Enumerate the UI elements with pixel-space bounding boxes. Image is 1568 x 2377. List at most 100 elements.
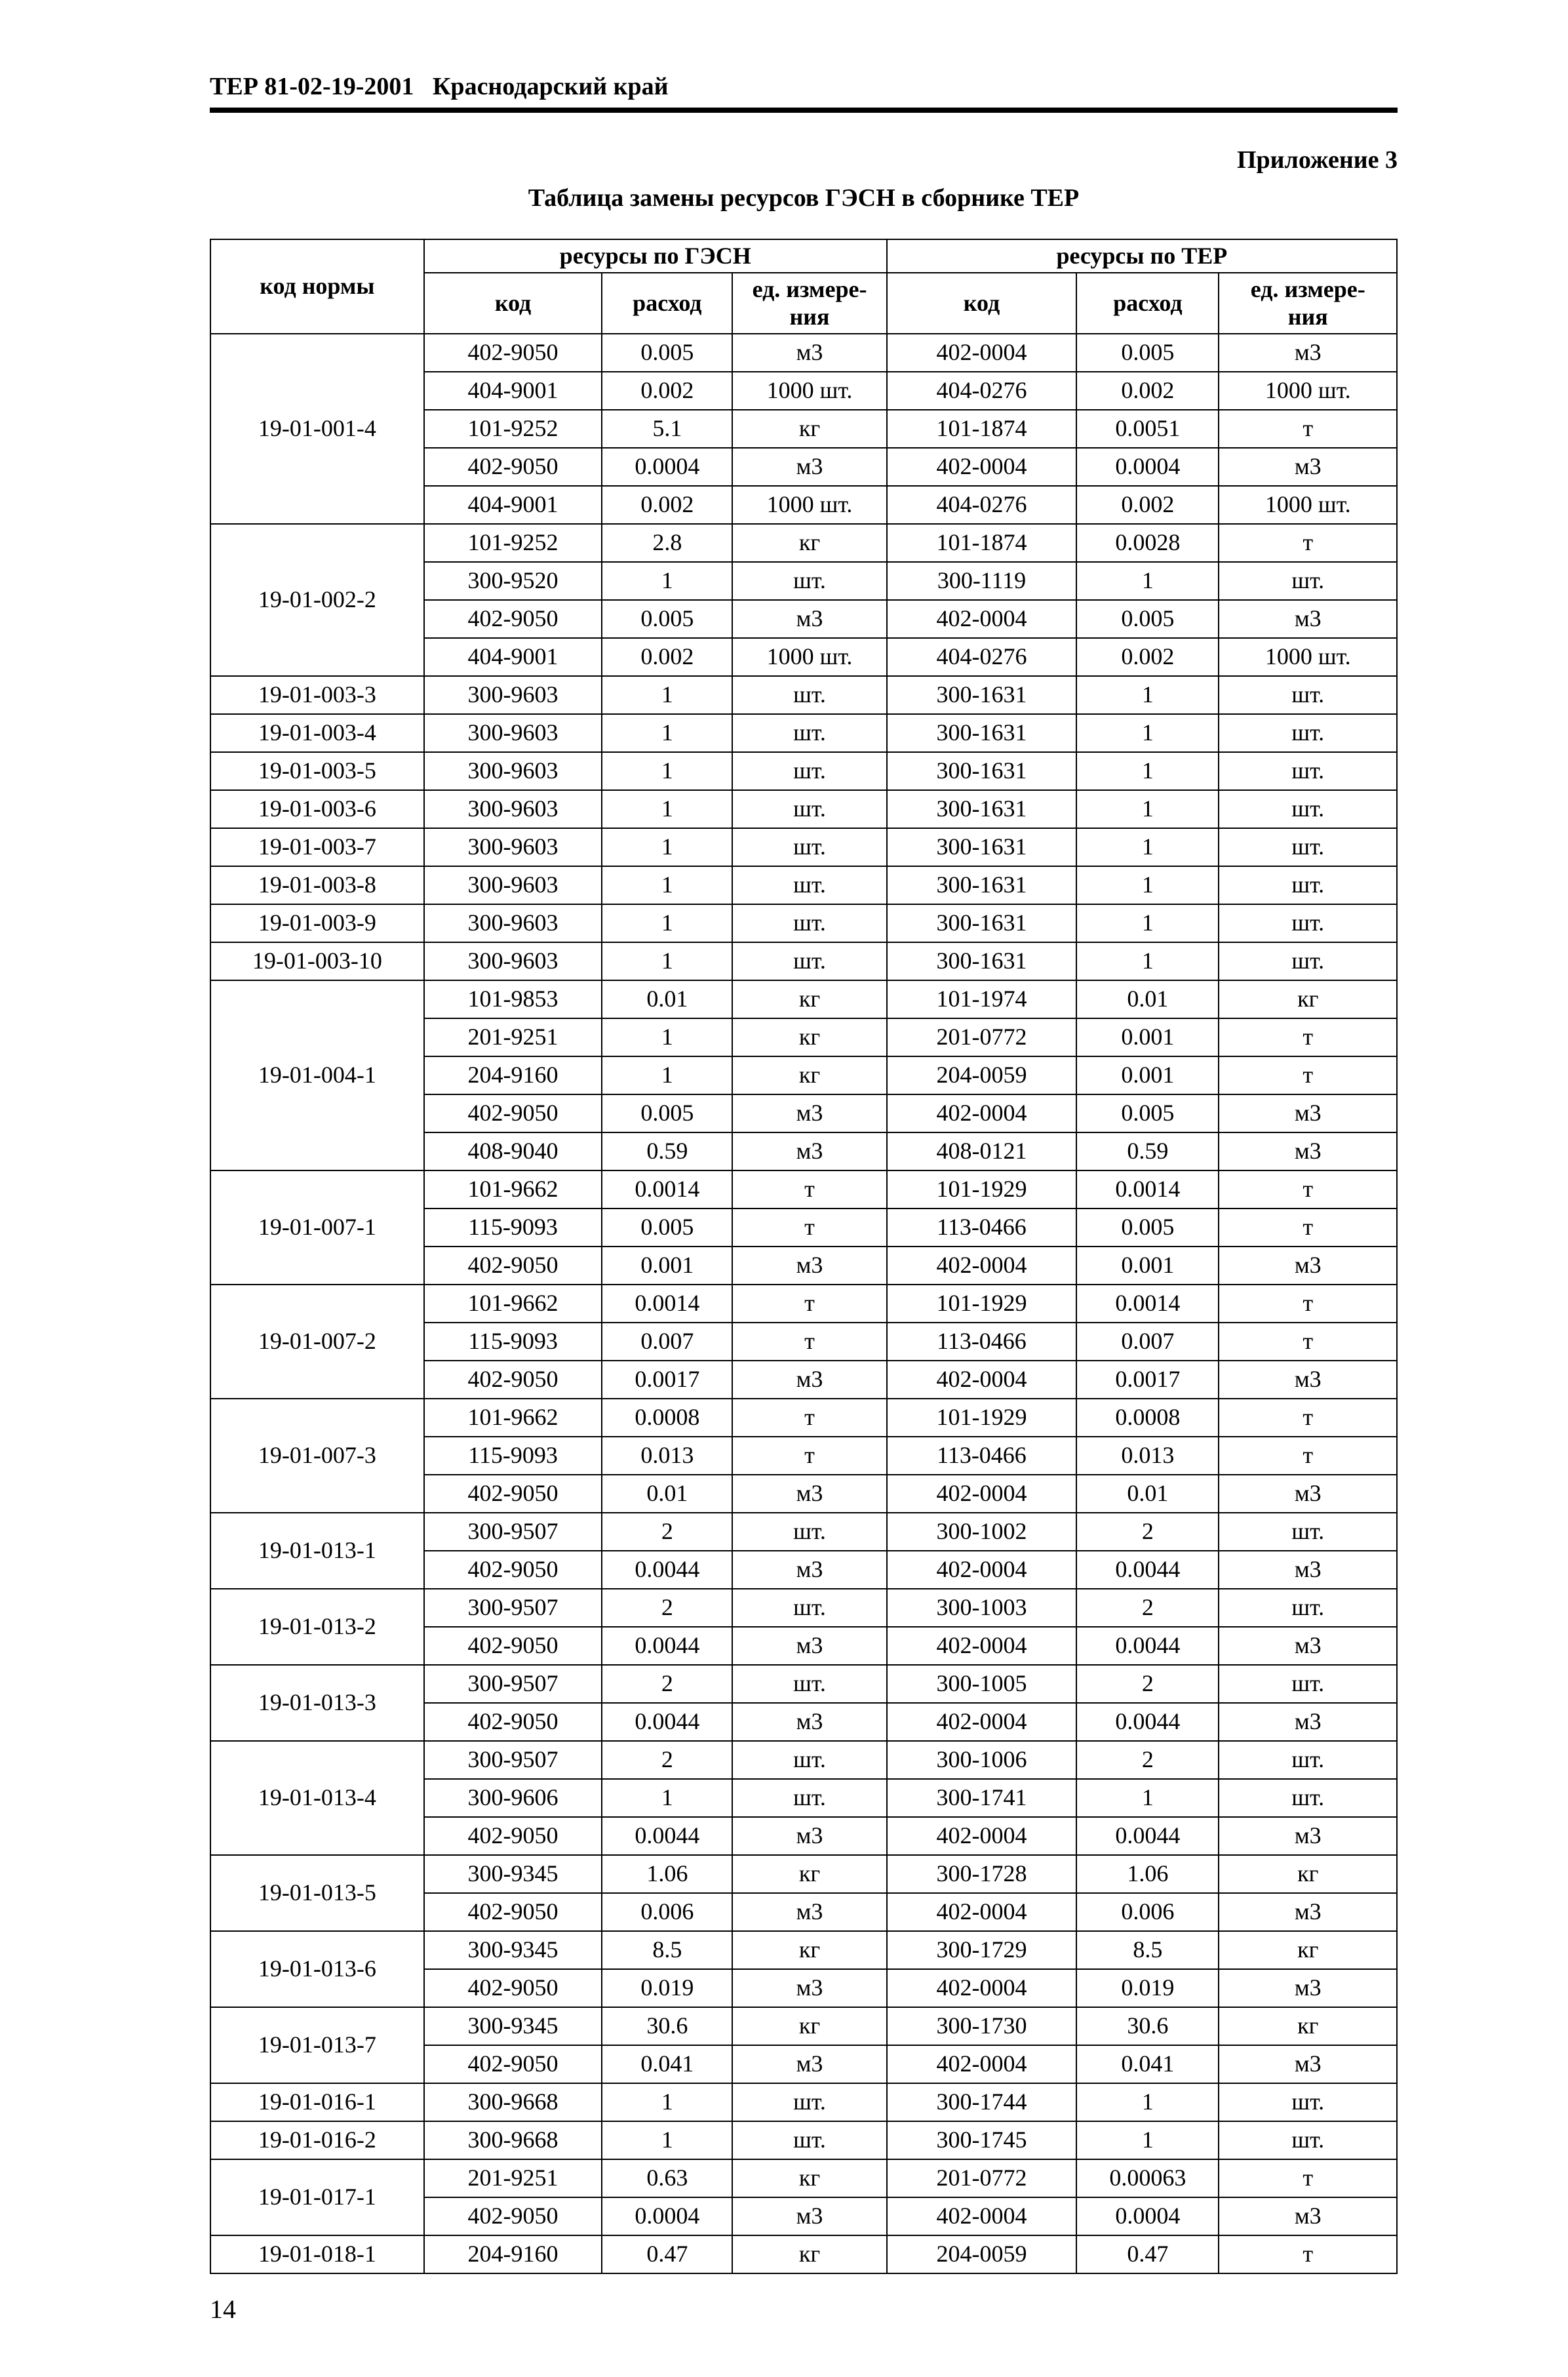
cell-ter-rash: 0.01 <box>1076 1475 1219 1513</box>
cell-ter-rash: 0.019 <box>1076 1969 1219 2007</box>
cell-gesn-unit: т <box>732 1208 886 1247</box>
cell-ter-unit: м3 <box>1219 1247 1397 1285</box>
substitution-table: код нормы ресурсы по ГЭСН ресурсы по ТЕР… <box>210 239 1398 2274</box>
cell-gesn-unit: кг <box>732 1855 886 1893</box>
cell-gesn-rash: 0.005 <box>602 600 732 638</box>
cell-gesn-unit: кг <box>732 2007 886 2045</box>
cell-gesn-rash: 0.01 <box>602 1475 732 1513</box>
cell-ter-unit: м3 <box>1219 2197 1397 2235</box>
table-row: 19-01-004-1101-98530.01кг101-19740.01кг <box>210 980 1397 1018</box>
cell-ter-code: 402-0004 <box>887 1361 1077 1399</box>
cell-gesn-code: 300-9507 <box>424 1513 602 1551</box>
cell-ter-unit: кг <box>1219 1931 1397 1969</box>
cell-gesn-code: 300-9345 <box>424 1855 602 1893</box>
cell-gesn-rash: 0.01 <box>602 980 732 1018</box>
cell-gesn-rash: 0.007 <box>602 1323 732 1361</box>
cell-norm: 19-01-016-2 <box>210 2121 424 2159</box>
cell-gesn-code: 402-9050 <box>424 1247 602 1285</box>
cell-gesn-code: 300-9606 <box>424 1779 602 1817</box>
table-row: 19-01-007-1101-96620.0014т101-19290.0014… <box>210 1170 1397 1208</box>
cell-ter-code: 402-0004 <box>887 1893 1077 1931</box>
cell-gesn-code: 204-9160 <box>424 1056 602 1094</box>
table-head: код нормы ресурсы по ГЭСН ресурсы по ТЕР… <box>210 239 1397 334</box>
cell-gesn-rash: 0.0014 <box>602 1170 732 1208</box>
cell-gesn-unit: шт. <box>732 562 886 600</box>
cell-gesn-unit: т <box>732 1170 886 1208</box>
cell-gesn-code: 300-9668 <box>424 2083 602 2121</box>
cell-gesn-unit: м3 <box>732 1361 886 1399</box>
cell-ter-rash: 0.041 <box>1076 2045 1219 2083</box>
cell-ter-rash: 1 <box>1076 904 1219 942</box>
cell-gesn-unit: шт. <box>732 676 886 714</box>
cell-ter-rash: 0.0004 <box>1076 448 1219 486</box>
cell-gesn-rash: 0.041 <box>602 2045 732 2083</box>
cell-norm: 19-01-018-1 <box>210 2235 424 2273</box>
cell-norm: 19-01-003-10 <box>210 942 424 980</box>
cell-gesn-rash: 0.005 <box>602 334 732 372</box>
cell-gesn-rash: 1 <box>602 562 732 600</box>
cell-ter-unit: 1000 шт. <box>1219 372 1397 410</box>
cell-ter-unit: т <box>1219 1323 1397 1361</box>
running-header: ТЕР 81-02-19-2001 Краснодарский край <box>210 72 1398 113</box>
cell-ter-code: 300-1002 <box>887 1513 1077 1551</box>
cell-norm: 19-01-002-2 <box>210 524 424 676</box>
cell-ter-code: 408-0121 <box>887 1132 1077 1170</box>
table-row: 19-01-016-1300-96681шт.300-17441шт. <box>210 2083 1397 2121</box>
document-page: ТЕР 81-02-19-2001 Краснодарский край При… <box>0 0 1568 2377</box>
cell-norm: 19-01-003-8 <box>210 866 424 904</box>
cell-ter-unit: м3 <box>1219 1132 1397 1170</box>
col-ter-unit: ед. измере- ния <box>1219 273 1397 334</box>
cell-ter-code: 300-1003 <box>887 1589 1077 1627</box>
cell-ter-code: 300-1631 <box>887 942 1077 980</box>
cell-gesn-unit: т <box>732 1399 886 1437</box>
cell-gesn-rash: 1 <box>602 942 732 980</box>
cell-ter-code: 402-0004 <box>887 600 1077 638</box>
cell-gesn-unit: м3 <box>732 2045 886 2083</box>
cell-ter-unit: м3 <box>1219 1475 1397 1513</box>
cell-gesn-unit: м3 <box>732 1551 886 1589</box>
cell-norm: 19-01-013-1 <box>210 1513 424 1589</box>
cell-ter-rash: 0.00063 <box>1076 2159 1219 2197</box>
table-row: 19-01-003-7300-96031шт.300-16311шт. <box>210 828 1397 866</box>
cell-ter-rash: 0.0044 <box>1076 1551 1219 1589</box>
cell-gesn-code: 402-9050 <box>424 448 602 486</box>
cell-gesn-code: 101-9662 <box>424 1285 602 1323</box>
cell-gesn-code: 204-9160 <box>424 2235 602 2273</box>
cell-ter-code: 300-1631 <box>887 904 1077 942</box>
cell-ter-code: 101-1929 <box>887 1399 1077 1437</box>
cell-ter-code: 201-0772 <box>887 2159 1077 2197</box>
cell-gesn-unit: кг <box>732 524 886 562</box>
cell-gesn-code: 300-9603 <box>424 790 602 828</box>
cell-gesn-rash: 30.6 <box>602 2007 732 2045</box>
cell-gesn-rash: 0.0014 <box>602 1285 732 1323</box>
cell-ter-code: 404-0276 <box>887 638 1077 676</box>
appendix-label: Приложение 3 <box>210 146 1398 174</box>
cell-ter-code: 402-0004 <box>887 1551 1077 1589</box>
cell-ter-rash: 0.002 <box>1076 486 1219 524</box>
cell-gesn-unit: шт. <box>732 828 886 866</box>
cell-gesn-code: 201-9251 <box>424 2159 602 2197</box>
page-number: 14 <box>210 2294 1398 2325</box>
cell-ter-unit: т <box>1219 1399 1397 1437</box>
cell-ter-code: 402-0004 <box>887 2045 1077 2083</box>
cell-gesn-rash: 0.63 <box>602 2159 732 2197</box>
cell-gesn-unit: шт. <box>732 790 886 828</box>
cell-gesn-code: 402-9050 <box>424 2197 602 2235</box>
cell-ter-rash: 0.007 <box>1076 1323 1219 1361</box>
col-gesn-unit: ед. измере- ния <box>732 273 886 334</box>
cell-ter-unit: т <box>1219 1170 1397 1208</box>
cell-gesn-unit: шт. <box>732 2121 886 2159</box>
table-row: 19-01-013-3300-95072шт.300-10052шт. <box>210 1665 1397 1703</box>
cell-ter-unit: м3 <box>1219 600 1397 638</box>
cell-ter-rash: 1 <box>1076 562 1219 600</box>
cell-ter-unit: шт. <box>1219 752 1397 790</box>
cell-gesn-code: 402-9050 <box>424 1361 602 1399</box>
cell-gesn-code: 300-9603 <box>424 866 602 904</box>
cell-gesn-unit: шт. <box>732 1589 886 1627</box>
cell-gesn-code: 404-9001 <box>424 638 602 676</box>
cell-ter-code: 300-1728 <box>887 1855 1077 1893</box>
cell-ter-code: 101-1974 <box>887 980 1077 1018</box>
cell-gesn-unit: шт. <box>732 1513 886 1551</box>
cell-ter-code: 402-0004 <box>887 1817 1077 1855</box>
cell-ter-code: 300-1730 <box>887 2007 1077 2045</box>
